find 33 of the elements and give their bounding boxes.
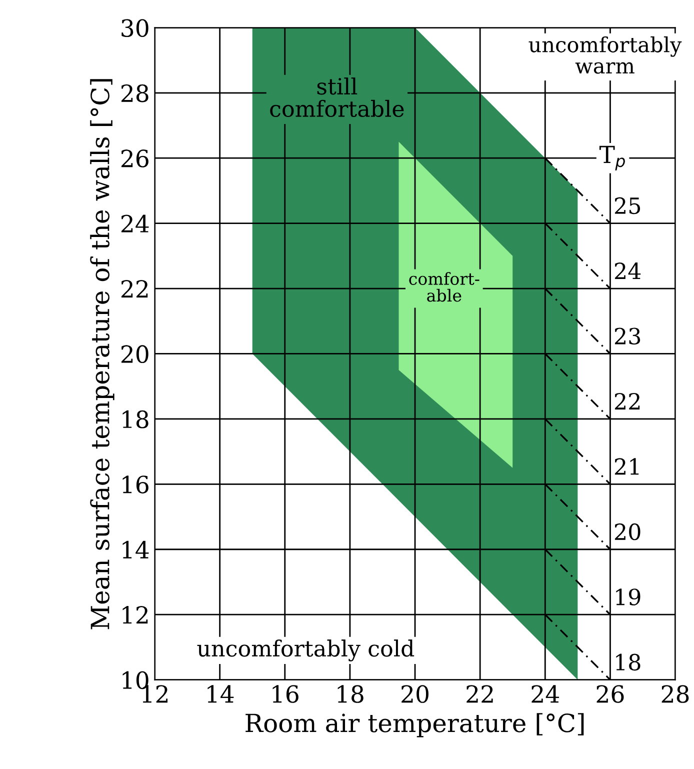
y-tick-label: 24 xyxy=(121,214,149,232)
annotation: uncomfortably warm xyxy=(528,36,682,74)
series-label: 25 xyxy=(614,197,640,214)
x-axis-title: Room air temperature [°C] xyxy=(246,713,584,738)
y-tick-label: 16 xyxy=(122,476,148,494)
x-tick-label: 26 xyxy=(596,685,624,703)
series-label: 20 xyxy=(614,523,640,540)
x-tick-label: 18 xyxy=(338,685,364,703)
x-tick-label: 24 xyxy=(532,685,559,703)
y-tick-label: 28 xyxy=(121,84,148,102)
x-tick-label: 16 xyxy=(272,685,298,703)
y-tick-label: 18 xyxy=(122,410,148,428)
annotation: comfort- able xyxy=(409,272,480,302)
y-tick-label: 26 xyxy=(121,150,148,168)
series-label: 21 xyxy=(614,458,639,475)
y-tick-label: 12 xyxy=(122,606,148,624)
x-tick-label: 14 xyxy=(208,685,234,703)
x-tick-label: 28 xyxy=(662,685,689,703)
annotation: T$_{p}$ xyxy=(599,146,625,170)
y-tick-label: 22 xyxy=(121,280,148,298)
series-label: 18 xyxy=(616,654,640,671)
series-label: 22 xyxy=(614,392,640,410)
y-tick-label: 20 xyxy=(121,345,148,364)
y-tick-label: 30 xyxy=(122,19,148,37)
x-tick-label: 20 xyxy=(402,685,428,703)
x-tick-label: 22 xyxy=(466,685,493,703)
y-axis-title: Mean surface temperature of the walls [°C] xyxy=(90,79,114,630)
series-label: 23 xyxy=(614,328,640,345)
annotation: still comfortable xyxy=(270,77,404,118)
series-label: 19 xyxy=(616,588,640,606)
series-label: 24 xyxy=(614,262,641,280)
annotation: uncomfortably cold xyxy=(197,640,414,662)
y-tick-label: 14 xyxy=(122,540,149,558)
